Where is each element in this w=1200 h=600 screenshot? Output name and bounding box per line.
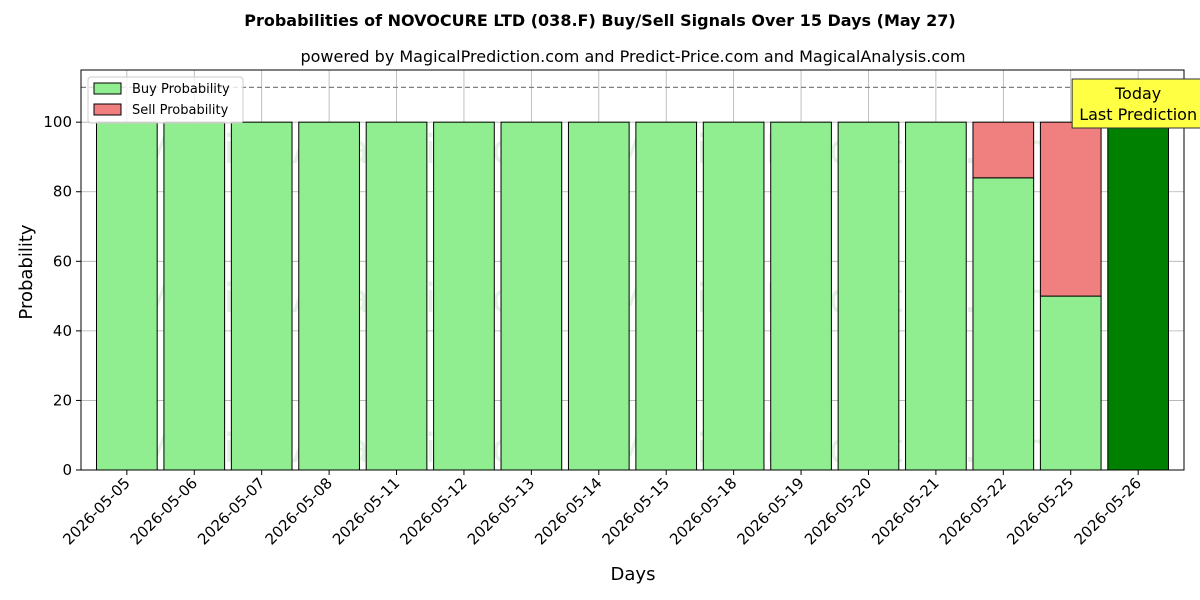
buy-bar: [1107, 121, 1169, 471]
x-axis-label: Days: [611, 564, 656, 585]
annotation-line-2: Last Prediction: [1079, 105, 1197, 124]
buy-bar: [500, 121, 563, 471]
buy-bar: [702, 121, 765, 471]
buy-bar: [298, 121, 360, 471]
sell-bar: [972, 121, 1035, 179]
y-tick-label: 100: [43, 113, 72, 131]
y-tick-label: 60: [53, 252, 72, 270]
buy-bar: [163, 121, 226, 471]
chart-subtitle: powered by MagicalPrediction.com and Pre…: [300, 47, 965, 66]
y-tick-label: 0: [62, 461, 72, 479]
axes: [80, 69, 1185, 471]
buy-bar: [770, 121, 832, 471]
legend: Buy Probability Sell Probability: [87, 76, 244, 124]
chart-title: Probabilities of NOVOCURE LTD (038.F) Bu…: [244, 11, 956, 30]
annotation-line-1: Today: [1114, 84, 1161, 103]
buy-bar: [433, 121, 495, 471]
sell-bar: [1039, 121, 1102, 297]
annotation-box: [1071, 78, 1200, 129]
buy-bar: [230, 121, 293, 471]
buy-bar: [972, 177, 1035, 471]
y-tick-label: 20: [53, 391, 72, 409]
bars: [81, 86, 1184, 471]
y-tick-label: 80: [53, 183, 72, 201]
buy-bar: [365, 121, 428, 471]
legend-box: [87, 76, 244, 124]
legend-label: Buy Probability: [132, 82, 230, 97]
y-axis-label: Probability: [16, 224, 37, 319]
buy-bar: [905, 121, 967, 471]
buy-bar: [567, 121, 630, 471]
legend-label: Sell Probability: [132, 103, 229, 118]
today-annotation: Today Last Prediction: [1071, 78, 1200, 129]
buy-bar: [635, 121, 698, 471]
buy-bar: [837, 121, 900, 471]
buy-bar: [96, 121, 158, 471]
legend-swatch: [93, 82, 122, 95]
legend-swatch: [93, 103, 122, 116]
buy-bar: [1039, 295, 1102, 471]
y-tick-label: 40: [53, 322, 72, 340]
plot-frame: [80, 69, 1185, 471]
